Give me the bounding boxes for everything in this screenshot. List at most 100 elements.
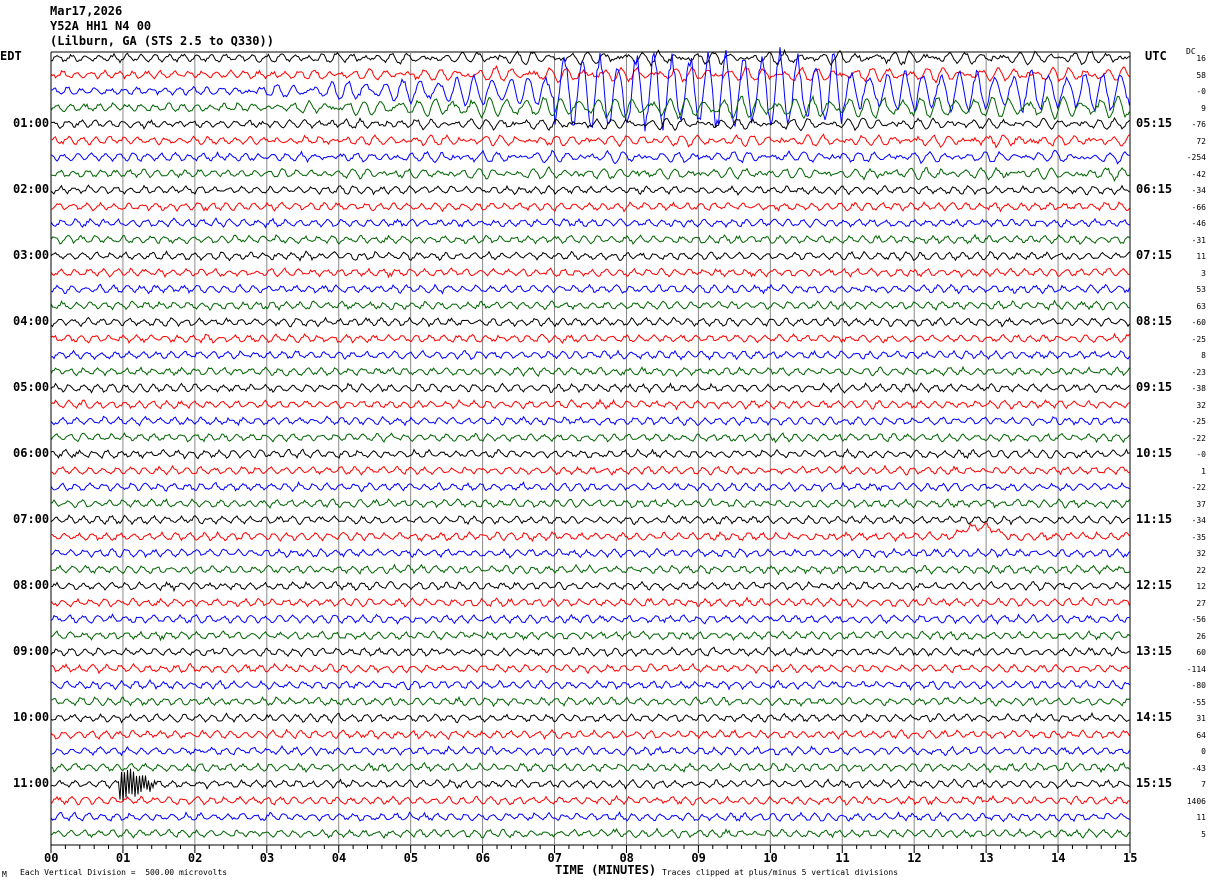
dc-offset-value: 64 bbox=[1196, 730, 1206, 740]
dc-offset-value: 31 bbox=[1196, 714, 1206, 723]
x-tick-label: 01 bbox=[115, 851, 131, 865]
dc-offset-value: -46 bbox=[1191, 219, 1206, 228]
dc-offset-value: 22 bbox=[1196, 565, 1206, 575]
dc-offset-value: -56 bbox=[1191, 615, 1206, 624]
trace-row-9 bbox=[50, 201, 1130, 213]
dc-offset-value: -254 bbox=[1186, 153, 1206, 162]
left-hour-label: 02:00 bbox=[13, 182, 50, 196]
trace-row-39 bbox=[50, 695, 1130, 708]
trace-row-31 bbox=[50, 563, 1130, 576]
dc-offset-value: -23 bbox=[1191, 367, 1206, 377]
left-hour-label: 11:00 bbox=[13, 776, 50, 790]
header-location: (Lilburn, GA (STS 2.5 to Q330)) bbox=[50, 34, 274, 48]
dc-offset-value: -0 bbox=[1196, 450, 1206, 459]
dc-offset-value: -114 bbox=[1186, 664, 1206, 674]
x-tick-label: 15 bbox=[1123, 851, 1138, 865]
dc-offset-value: 32 bbox=[1196, 400, 1206, 410]
header-station: Y52A HH1 N4 00 bbox=[50, 19, 152, 33]
trace-row-19 bbox=[50, 365, 1130, 378]
dc-offset-value: -38 bbox=[1191, 384, 1206, 393]
dc-offset-value: -80 bbox=[1191, 681, 1206, 690]
right-hour-label: 14:15 bbox=[1136, 710, 1173, 724]
left-hour-label: 05:00 bbox=[13, 380, 50, 394]
dc-offset-value: -35 bbox=[1191, 532, 1206, 542]
dc-offset-value: 5 bbox=[1201, 829, 1206, 839]
trace-row-47 bbox=[50, 827, 1130, 839]
trace-row-43 bbox=[50, 761, 1130, 774]
trace-row-0 bbox=[51, 48, 1130, 68]
left-hour-label: 08:00 bbox=[13, 578, 50, 592]
dc-offset-value: 0 bbox=[1201, 747, 1206, 756]
x-tick-label: 11 bbox=[835, 851, 850, 865]
trace-row-15 bbox=[50, 299, 1130, 312]
x-tick-label: 02 bbox=[187, 851, 203, 865]
x-tick-label: 14 bbox=[1051, 851, 1066, 865]
trace-row-28 bbox=[50, 514, 1130, 526]
dc-offset-value: 3 bbox=[1201, 268, 1206, 278]
trace-row-40 bbox=[50, 711, 1130, 724]
left-hour-label: 06:00 bbox=[13, 446, 50, 460]
trace-row-12 bbox=[50, 250, 1130, 262]
utc-label: UTC bbox=[1145, 49, 1167, 63]
trace-row-34 bbox=[50, 613, 1130, 625]
left-hour-label: 03:00 bbox=[13, 248, 50, 262]
dc-offset-value: -31 bbox=[1191, 235, 1206, 245]
trace-row-24 bbox=[50, 447, 1130, 460]
left-hour-label: 07:00 bbox=[13, 512, 50, 526]
left-hour-label: 04:00 bbox=[13, 314, 50, 328]
right-hour-label: 15:15 bbox=[1136, 776, 1173, 790]
trace-row-10 bbox=[50, 217, 1130, 229]
dc-offset-value: 11 bbox=[1196, 252, 1206, 261]
right-hour-label: 12:15 bbox=[1136, 578, 1173, 592]
dc-offset-value: -66 bbox=[1191, 202, 1206, 212]
dc-offset-value: -34 bbox=[1191, 186, 1206, 195]
trace-row-7 bbox=[50, 166, 1130, 183]
right-hour-label: 07:15 bbox=[1136, 248, 1173, 262]
trace-row-21 bbox=[50, 398, 1130, 411]
dc-offset-value: 12 bbox=[1196, 582, 1206, 591]
trace-row-5 bbox=[51, 133, 1130, 149]
trace-row-29 bbox=[50, 521, 1130, 543]
trace-row-38 bbox=[50, 678, 1130, 691]
x-tick-label: 10 bbox=[763, 851, 778, 865]
dc-offset-value: 63 bbox=[1196, 301, 1206, 311]
dc-offset-value: 8 bbox=[1201, 351, 1206, 360]
trace-row-4 bbox=[50, 116, 1130, 132]
trace-row-2 bbox=[50, 47, 1130, 132]
edt-label: EDT bbox=[0, 49, 22, 63]
trace-row-26 bbox=[50, 481, 1130, 493]
x-tick-label: 00 bbox=[44, 851, 59, 865]
trace-row-17 bbox=[50, 332, 1130, 345]
left-hour-label: 01:00 bbox=[13, 116, 50, 130]
dc-offset-value: 72 bbox=[1196, 136, 1206, 146]
trace-row-27 bbox=[50, 498, 1130, 509]
left-hour-label: 10:00 bbox=[13, 710, 50, 724]
trace-row-13 bbox=[50, 267, 1130, 279]
trace-row-41 bbox=[50, 728, 1130, 741]
header-date: Mar17,2026 bbox=[50, 4, 123, 18]
dc-offset-value: 26 bbox=[1196, 631, 1206, 641]
dc-offset-value: 53 bbox=[1196, 285, 1206, 294]
dc-offset-value: -25 bbox=[1191, 417, 1206, 426]
dc-offset-value: 60 bbox=[1196, 648, 1206, 657]
trace-row-42 bbox=[50, 745, 1130, 757]
x-tick-label: 12 bbox=[907, 851, 922, 865]
dc-offset-value: -60 bbox=[1191, 318, 1206, 327]
dc-label: DC bbox=[1186, 47, 1196, 56]
trace-row-23 bbox=[50, 432, 1130, 444]
x-tick-label: 13 bbox=[979, 851, 994, 865]
dc-offset-value: 37 bbox=[1196, 499, 1206, 509]
trace-row-1 bbox=[50, 64, 1130, 84]
dc-offset-value: 9 bbox=[1201, 103, 1206, 113]
corner-mark: M bbox=[2, 870, 7, 879]
trace-row-6 bbox=[50, 149, 1130, 165]
right-hour-label: 13:15 bbox=[1136, 644, 1173, 658]
dc-offset-value: 32 bbox=[1196, 549, 1206, 558]
right-hour-label: 11:15 bbox=[1136, 512, 1173, 526]
trace-row-46 bbox=[50, 810, 1130, 823]
trace-row-20 bbox=[50, 382, 1130, 394]
left-hour-label: 09:00 bbox=[13, 644, 50, 658]
trace-row-44 bbox=[50, 768, 1130, 802]
dc-offset-value: -55 bbox=[1191, 697, 1206, 707]
